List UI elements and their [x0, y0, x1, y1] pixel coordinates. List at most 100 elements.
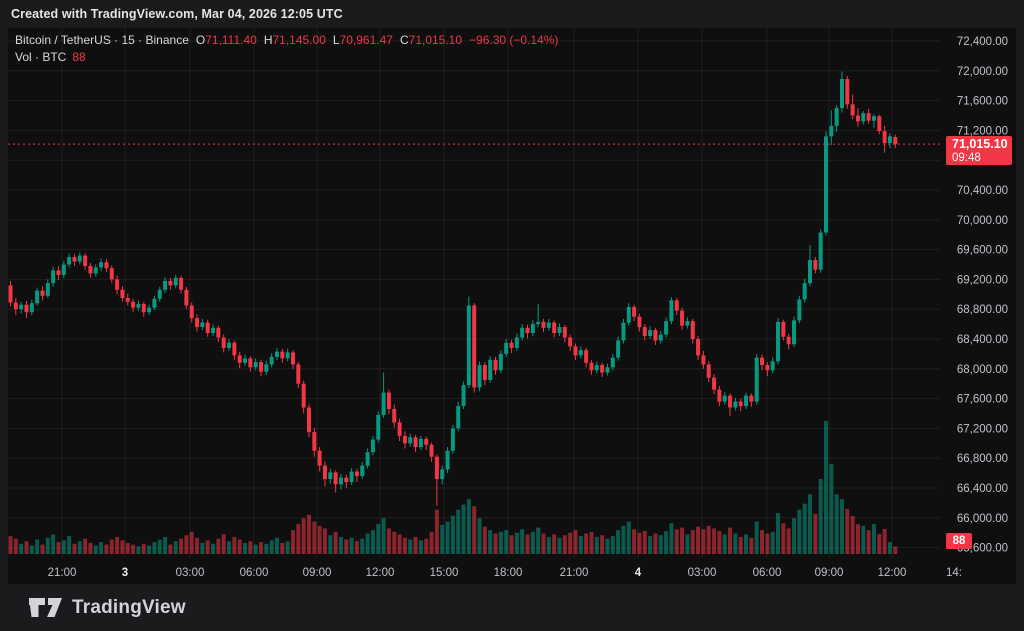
candle-body: [845, 78, 850, 105]
time-axis-labels[interactable]: 21:00 3 03:00 06:00 09:00 12:00 15:00 18:00 21:0…: [48, 567, 962, 579]
price-tick-label: 69,200.00: [957, 274, 1008, 286]
volume-bar: [461, 504, 466, 554]
volume-bar: [195, 537, 200, 554]
candle-body: [770, 361, 775, 371]
candle-body: [61, 264, 66, 275]
bar-countdown: 09:48: [952, 152, 981, 165]
volume-bar: [845, 508, 850, 554]
volume-bar: [589, 531, 594, 554]
price-axis-labels[interactable]: 72,400.0072,000.0071,600.0071,200.0070,8…: [957, 36, 1008, 555]
grid-lines: [8, 28, 940, 558]
volume-bar: [312, 521, 317, 554]
candle-body: [269, 356, 274, 365]
candle-body: [855, 115, 860, 122]
volume-bar: [125, 542, 130, 554]
volume-bar: [152, 542, 157, 554]
candle-body: [786, 336, 791, 345]
footer-brand-text[interactable]: TradingView: [72, 596, 186, 618]
time-tick-label: 09:00: [303, 567, 332, 579]
price-tick-label: 68,400.00: [957, 334, 1008, 346]
volume-bar: [786, 528, 791, 554]
candle-body: [674, 300, 679, 311]
candle-body: [45, 283, 50, 296]
volume-bar: [584, 533, 589, 554]
time-tick-label: 12:00: [878, 567, 907, 579]
candle-body: [120, 289, 125, 299]
volume-bar: [871, 524, 876, 554]
volume-bar: [632, 529, 637, 554]
high-label: H: [263, 33, 273, 47]
volume-bar: [328, 535, 333, 554]
candle-body: [13, 302, 18, 310]
candle-body: [333, 472, 338, 485]
volume-bar: [338, 536, 343, 554]
volume-bar: [72, 543, 77, 554]
volume-bar: [685, 534, 690, 554]
volume-bar: [344, 539, 349, 554]
candle-body: [168, 280, 173, 286]
volume-bar: [381, 518, 386, 554]
volume-bar: [141, 543, 146, 554]
volume-bar: [61, 540, 66, 554]
volume-bar: [642, 530, 647, 554]
volume-bar: [365, 533, 370, 554]
candle-body: [141, 303, 146, 313]
attribution-text: Created with TradingView.com, Mar 04, 20…: [11, 7, 343, 21]
volume-bar: [733, 533, 738, 554]
legend-volume-row[interactable]: Vol · BTC 88: [15, 49, 558, 66]
tradingview-logo-icon[interactable]: [29, 597, 63, 619]
candle-body: [93, 267, 98, 274]
candle-body: [328, 472, 333, 480]
low-label: L: [332, 33, 340, 47]
candle-body: [360, 465, 365, 477]
volume-bar: [658, 535, 663, 554]
candle-body: [637, 316, 642, 328]
volume-bar: [424, 538, 429, 554]
candle-body: [157, 289, 162, 299]
candle-body: [685, 321, 690, 326]
price-tick-label: 68,000.00: [957, 364, 1008, 376]
price-tick-label: 68,800.00: [957, 304, 1008, 316]
candle-body: [317, 450, 322, 466]
candle-body: [99, 262, 104, 268]
volume-bar: [248, 541, 253, 554]
candle-body: [818, 232, 823, 270]
time-tick-label: 14:: [946, 567, 962, 579]
candle-body: [40, 290, 45, 296]
chart-canvas[interactable]: 72,400.0072,000.0071,600.0071,200.0070,8…: [8, 28, 1016, 584]
close-label: C: [399, 33, 409, 47]
candle-body: [765, 365, 770, 371]
volume-bar: [818, 478, 823, 554]
volume-bar: [120, 540, 125, 554]
volume-bar: [392, 531, 397, 554]
candle-body: [67, 257, 72, 265]
candle-body: [131, 301, 136, 308]
time-tick-label: 21:00: [48, 567, 77, 579]
volume-bar: [525, 534, 530, 554]
candle-body: [754, 357, 759, 402]
volume-bar: [514, 532, 519, 554]
time-tick-label: 03:00: [688, 567, 717, 579]
volume-bar: [205, 540, 210, 554]
price-tick-label: 70,400.00: [957, 185, 1008, 197]
candle-body: [850, 104, 855, 116]
candle-body: [259, 362, 264, 372]
volume-bar: [877, 533, 882, 554]
time-tick-label: 3: [122, 567, 128, 579]
volume-bar: [701, 529, 706, 554]
volume-bar: [530, 531, 535, 554]
candle-body: [839, 78, 844, 109]
candle-body: [520, 327, 525, 338]
volume-bar: [349, 537, 354, 554]
candle-body: [424, 438, 429, 445]
candle-body: [195, 318, 200, 328]
volume-bar: [669, 523, 674, 554]
volume-bar: [13, 538, 18, 554]
volume-bar: [893, 546, 898, 554]
chart-pane[interactable]: 72,400.0072,000.0071,600.0071,200.0070,8…: [8, 28, 1016, 584]
symbol-title[interactable]: Bitcoin / TetherUS · 15 · Binance: [15, 33, 189, 47]
candle-body: [882, 131, 887, 144]
legend-symbol-row[interactable]: Bitcoin / TetherUS · 15 · Binance O71,111…: [15, 32, 558, 49]
price-tick-label: 66,000.00: [957, 513, 1008, 525]
